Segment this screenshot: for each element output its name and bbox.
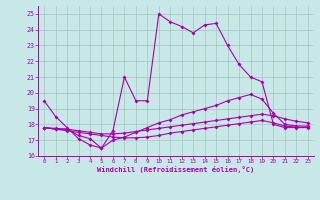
X-axis label: Windchill (Refroidissement éolien,°C): Windchill (Refroidissement éolien,°C) [97,166,255,173]
